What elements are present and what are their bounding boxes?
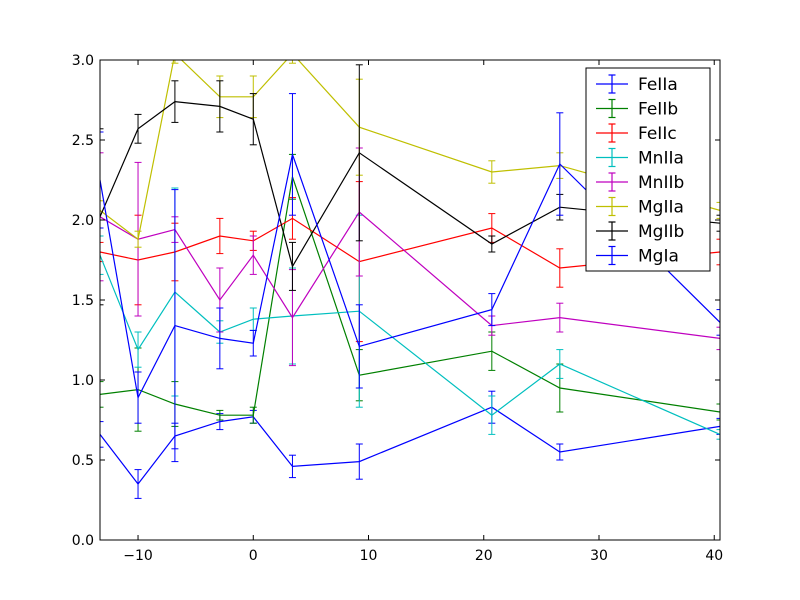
series-MnIIb (100, 147, 720, 367)
error-bar (100, 128, 104, 306)
error-bar (100, 235, 104, 275)
y-tick-label: 1.0 (72, 373, 94, 389)
error-bar (100, 421, 104, 448)
error-bar (216, 409, 224, 421)
error-bar (716, 201, 720, 219)
error-bar (249, 235, 257, 275)
error-bar (134, 331, 142, 368)
legend-label: FeIIa (638, 75, 678, 95)
legend-marker-FeIIa (596, 74, 628, 94)
error-bar (488, 293, 496, 327)
y-tick-label: 3.0 (72, 53, 94, 69)
error-bar (288, 241, 296, 291)
y-tick-label: 0.0 (72, 533, 94, 549)
error-bar (134, 113, 142, 144)
legend-label: FeIIc (638, 124, 677, 144)
error-bar (134, 469, 142, 499)
legend-marker-MnIIb (596, 172, 628, 192)
y-tick-label: 1.5 (72, 293, 94, 309)
legend-label: MgIa (638, 247, 679, 267)
series-line-FeIIa (100, 406, 720, 485)
series-line-MnIIb (100, 211, 720, 339)
error-bar (716, 326, 720, 351)
x-tick-label: 10 (360, 548, 378, 564)
legend-box (585, 67, 711, 272)
legend-label: FeIIb (638, 100, 678, 120)
error-bar (249, 329, 257, 357)
x-tick-label: 40 (705, 548, 723, 564)
x-tick-label: 20 (475, 548, 493, 564)
error-bar (556, 443, 564, 461)
series-line-FeIIc (100, 217, 720, 269)
error-bar (355, 443, 363, 480)
error-bar (288, 454, 296, 479)
error-bar (100, 381, 104, 408)
error-bar (355, 304, 363, 389)
error-bar (249, 93, 257, 146)
legend-label: MgIIa (638, 198, 684, 218)
error-bar (100, 152, 104, 282)
error-bar (249, 406, 257, 424)
legend-marker-MgIIb (596, 221, 628, 241)
x-tick-label: 0 (249, 548, 258, 564)
error-bar (171, 80, 179, 123)
series-line-MnIIa (100, 254, 720, 435)
error-bar (216, 307, 224, 370)
error-bar (556, 248, 564, 288)
error-bar (488, 235, 496, 253)
series-line-FeIIb (100, 176, 720, 416)
error-bar (100, 131, 104, 229)
error-bar (556, 302, 564, 333)
error-bar (134, 230, 142, 248)
legend-label: MgIIb (638, 222, 684, 242)
legend-marker-MnIIa (596, 147, 628, 168)
legend-label: MnIIb (638, 173, 684, 193)
error-bar (171, 189, 179, 463)
y-tick-label: 2.5 (72, 133, 94, 149)
legend-marker-MgIa (596, 245, 628, 266)
x-tick-label: −10 (123, 548, 153, 564)
error-bar (488, 160, 496, 184)
y-tick-label: 0.5 (72, 453, 94, 469)
error-bar (288, 93, 296, 216)
legend-marker-FeIIc (596, 123, 628, 143)
legend-label: MnIIa (638, 149, 684, 169)
error-bar (716, 403, 720, 421)
error-bar (556, 349, 564, 379)
series-MgIIb (100, 64, 720, 306)
error-bar (488, 395, 496, 435)
axes-layer: −10 0 10 20 30 40 0.0 0.5 1.0 1.5 2.0 2.5 3.0 (72, 53, 723, 564)
series-MgIa (100, 93, 720, 463)
error-bar (716, 417, 720, 435)
series-line-MgIa (100, 152, 720, 400)
error-bar (716, 429, 720, 440)
error-bar (134, 371, 142, 424)
error-bar (216, 217, 224, 255)
x-tick-label: 30 (590, 548, 608, 564)
error-bar (716, 214, 720, 232)
legend-marker-MgIIa (596, 196, 628, 217)
legend: FeIIa FeIIb FeIIc MnIIa MnIIb MgIIa MgIIb MgIa (585, 67, 711, 272)
series-line-MgIIa (100, 60, 720, 241)
error-bar (556, 112, 564, 216)
error-bar (216, 80, 224, 133)
y-tick-label: 2.0 (72, 213, 94, 229)
error-bar (355, 64, 363, 242)
error-bar (716, 309, 720, 336)
series-layer (100, 60, 720, 499)
error-bar (716, 238, 720, 266)
legend-marker-FeIIb (596, 98, 628, 119)
series-line-MgIIb (100, 100, 720, 268)
